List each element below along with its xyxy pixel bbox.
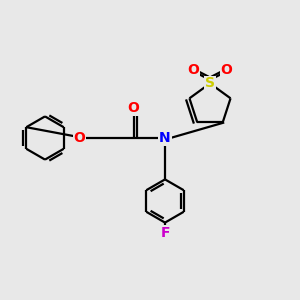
- Text: O: O: [220, 63, 232, 77]
- Text: O: O: [188, 63, 200, 77]
- Text: F: F: [160, 226, 170, 240]
- Text: N: N: [159, 131, 171, 145]
- Text: O: O: [74, 131, 86, 145]
- Text: S: S: [205, 76, 215, 90]
- Text: O: O: [128, 101, 140, 115]
